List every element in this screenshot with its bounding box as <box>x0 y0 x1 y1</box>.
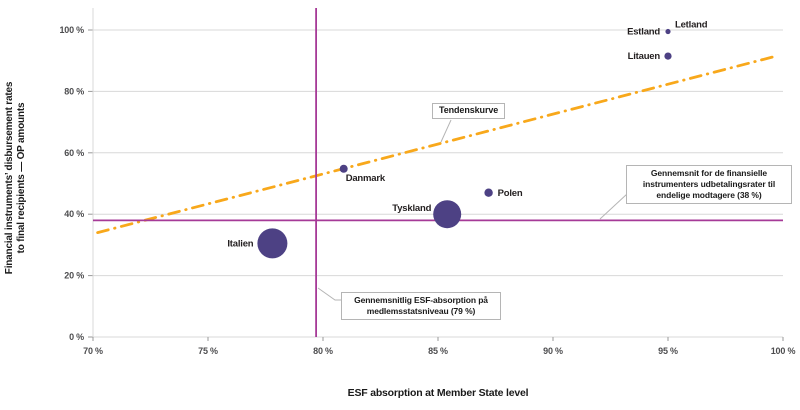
trend-line <box>96 54 778 235</box>
y-tick-label: 80 % <box>64 86 84 96</box>
point-label-estland: Estland <box>627 27 660 38</box>
x-axis-title: ESF absorption at Member State level <box>347 387 529 399</box>
x-tick-label: 90 % <box>543 346 563 356</box>
average-absorption-leader <box>317 287 342 301</box>
y-axis-title-line1: Financial instruments’ disbursement rate… <box>4 81 15 275</box>
trendline-leader <box>440 119 452 143</box>
data-point-danmark <box>339 164 348 173</box>
point-label-tyskland: Tyskland <box>392 203 431 214</box>
y-tick-label: 0 % <box>69 332 84 342</box>
x-tick-label: 95 % <box>658 346 678 356</box>
point-label-litauen: Litauen <box>628 51 661 62</box>
point-label-italien: Italien <box>227 238 253 249</box>
average-absorption-callout: Gennemsnitlig ESF-absorption på medlemss… <box>341 292 501 321</box>
y-tick-label: 100 % <box>59 25 84 35</box>
y-tick-label: 20 % <box>64 271 84 281</box>
x-tick-label: 75 % <box>198 346 218 356</box>
x-tick-label: 100 % <box>771 346 796 356</box>
point-label-polen: Polen <box>498 188 523 199</box>
point-label-letland: Letland <box>675 20 708 31</box>
data-point-litauen <box>664 52 672 60</box>
y-tick-label: 40 % <box>64 209 84 219</box>
average-disbursement-callout: Gennemsnit for de finansielle instrument… <box>626 165 792 205</box>
point-label-danmark: Danmark <box>346 173 386 184</box>
trendline-callout: Tendenskurve <box>432 103 506 119</box>
x-tick-label: 80 % <box>313 346 333 356</box>
average-disbursement-leader <box>599 193 628 220</box>
y-tick-label: 60 % <box>64 148 84 158</box>
data-point-italien <box>257 228 288 259</box>
data-point-estland <box>665 28 671 35</box>
data-point-polen <box>484 188 493 197</box>
x-tick-label: 85 % <box>428 346 448 356</box>
y-axis-title: Financial instruments’ disbursement rate… <box>4 0 28 358</box>
x-tick-label: 70 % <box>83 346 103 356</box>
y-axis-title-line2: to final recipients — OP amounts <box>16 102 27 254</box>
data-point-tyskland <box>433 200 462 229</box>
